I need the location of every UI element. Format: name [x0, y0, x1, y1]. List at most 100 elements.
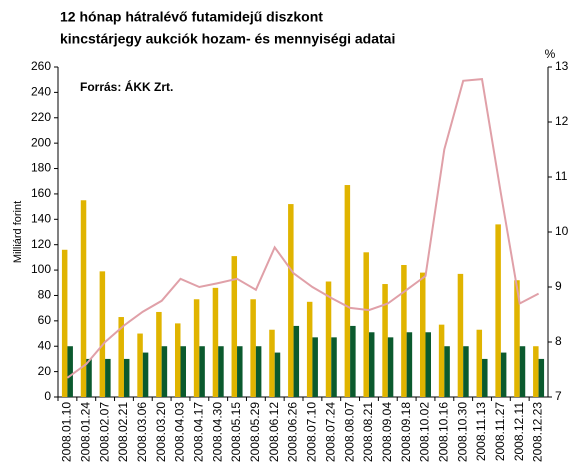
x-tick-label: 2008.06.12: [267, 402, 281, 462]
bar: [482, 358, 488, 397]
bar: [193, 299, 200, 397]
bar: [161, 346, 168, 397]
x-tick-label: 2008.04.30: [210, 402, 224, 462]
x-tick-label: 2008.10.02: [418, 402, 432, 462]
x-tick-label: 2008.11.13: [474, 402, 488, 461]
bar: [444, 346, 450, 397]
bar: [118, 317, 124, 397]
bar: [180, 346, 186, 397]
bar: [350, 325, 356, 397]
y2-tick-label: 13: [555, 59, 569, 73]
y-tick-label: 100: [31, 262, 51, 276]
x-tick-label: 2008.10.30: [455, 402, 469, 462]
bar: [331, 337, 337, 397]
bar: [368, 332, 375, 397]
x-tick-label: 2008.09.04: [380, 402, 394, 462]
y2-tick-label: 8: [555, 334, 562, 348]
y2-tick-label: 12: [555, 114, 569, 128]
x-tick-label: 2008.09.18: [399, 402, 413, 462]
bar: [425, 332, 431, 397]
y-axis-label: Milliárd forint: [12, 201, 24, 263]
bar: [519, 346, 526, 397]
chart-title: kincstárjegy aukciók hozam- és mennyiség…: [60, 31, 395, 47]
bar: [288, 204, 294, 397]
y2-tick-label: 11: [555, 169, 568, 183]
bar: [382, 284, 388, 397]
bar: [387, 337, 394, 397]
bar: [86, 358, 92, 397]
bar: [344, 185, 351, 397]
line: [66, 78, 540, 379]
x-tick-label: 2008.07.24: [323, 402, 337, 462]
x-tick-label: 2008.10.16: [437, 402, 451, 462]
y-tick-label: 140: [31, 211, 51, 225]
bar: [137, 333, 143, 397]
x-tick-label: 2008.01.24: [78, 402, 92, 462]
bar: [67, 346, 73, 397]
bar: [406, 332, 413, 397]
bar: [538, 358, 545, 397]
y-tick-label: 240: [31, 85, 51, 99]
bar: [533, 346, 539, 397]
bar: [476, 329, 483, 397]
x-tick-label: 2008.08.21: [361, 402, 375, 462]
y-tick-label: 160: [31, 186, 51, 200]
bar: [438, 324, 445, 397]
bar: [142, 352, 149, 397]
bar: [250, 299, 256, 397]
y2-tick-label: 10: [555, 224, 569, 238]
bar: [237, 346, 243, 397]
bar: [80, 200, 87, 397]
bar: [457, 273, 464, 397]
x-tick-label: 2008.02.07: [97, 402, 111, 462]
y-tick-label: 80: [38, 288, 52, 302]
x-tick-label: 2008.04.17: [192, 402, 206, 462]
y2-axis-label: %: [545, 47, 556, 61]
x-tick-label: 2008.05.29: [248, 402, 262, 462]
bar: [325, 281, 332, 397]
bar: [293, 325, 300, 397]
y-tick-label: 60: [38, 313, 52, 327]
x-tick-label: 2008.12.11: [512, 402, 526, 461]
bar: [500, 352, 507, 397]
bar: [312, 337, 318, 397]
bar: [269, 329, 275, 397]
x-tick-label: 2008.02.21: [116, 402, 130, 462]
x-tick-label: 2008.07.10: [305, 402, 319, 462]
bar: [231, 256, 238, 397]
bar: [212, 287, 219, 397]
y-tick-label: 200: [31, 135, 51, 149]
x-tick-label: 2008.06.26: [286, 402, 300, 462]
x-tick-label: 2008.01.10: [60, 402, 74, 462]
bar: [514, 280, 520, 397]
bar: [105, 358, 111, 397]
y-tick-label: 120: [31, 237, 51, 251]
bar: [218, 346, 224, 397]
y-tick-label: 20: [38, 364, 52, 378]
bar: [199, 346, 205, 397]
y2-tick-label: 7: [555, 389, 562, 403]
x-tick-label: 2008.03.06: [135, 402, 149, 462]
bar: [495, 224, 501, 397]
bar: [463, 346, 469, 397]
chart-title: 12 hónap hátralévő futamidejű diszkont: [60, 9, 323, 25]
bar: [123, 358, 130, 397]
x-tick-label: 2008.11.27: [493, 402, 507, 461]
source-note: Forrás: ÁKK Zrt.: [80, 79, 173, 94]
y2-tick-label: 9: [555, 279, 562, 293]
x-tick-label: 2008.03.20: [154, 402, 168, 462]
y-tick-label: 40: [38, 338, 52, 352]
y-tick-label: 180: [31, 161, 51, 175]
bar: [420, 272, 426, 397]
x-tick-label: 2008.12.23: [531, 402, 545, 462]
x-tick-label: 2008.05.15: [229, 402, 243, 462]
y-tick-label: 220: [31, 110, 51, 124]
bar: [175, 323, 181, 397]
bar: [401, 265, 407, 397]
bar: [61, 249, 68, 397]
y-tick-label: 0: [44, 389, 51, 403]
x-tick-label: 2008.04.03: [173, 402, 187, 462]
bar: [306, 301, 313, 397]
bar: [99, 271, 106, 397]
